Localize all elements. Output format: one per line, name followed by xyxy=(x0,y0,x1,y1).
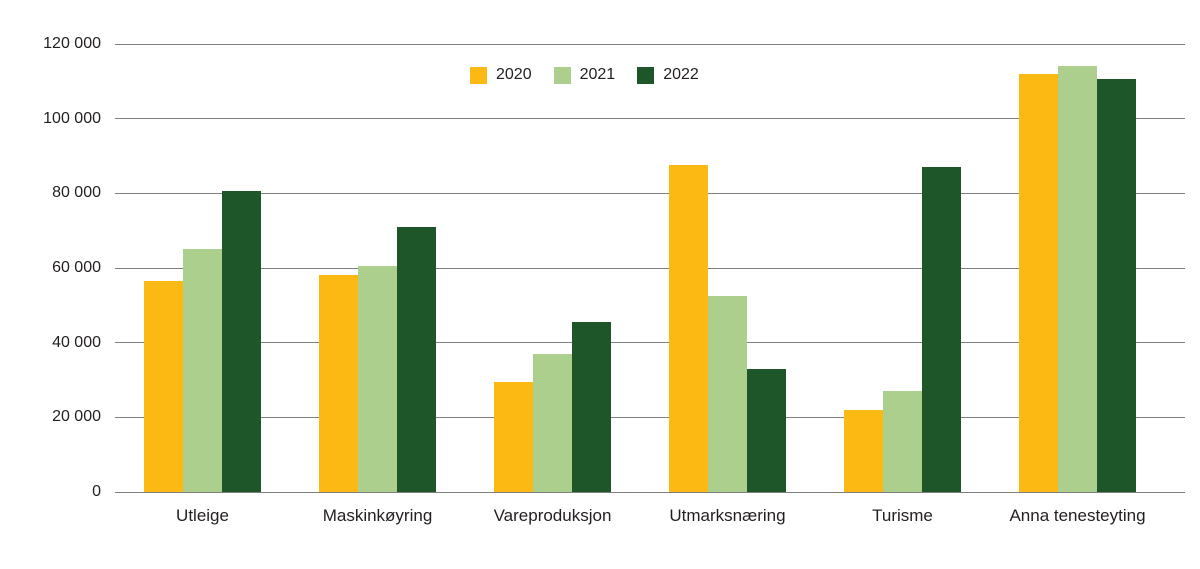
y-axis-tick-label-40000: 40 000 xyxy=(52,333,101,351)
x-axis-category-label-maskink-yring: Maskinkøyring xyxy=(322,506,433,525)
gridline-20000 xyxy=(115,416,1185,418)
y-axis-tick-label-0: 0 xyxy=(92,483,101,500)
bar-2020-turisme xyxy=(844,409,883,492)
x-axis-baseline xyxy=(115,491,1185,493)
bar-2021-turisme xyxy=(883,391,922,492)
legend-swatch-2021 xyxy=(553,66,571,84)
legend-label-2020: 2020 xyxy=(496,66,532,83)
bar-2020-utmarksn-ring xyxy=(669,165,708,492)
legend-swatch-2022 xyxy=(637,66,655,84)
bar-2022-utmarksn-ring xyxy=(747,368,786,492)
bar-2022-turisme xyxy=(922,167,961,492)
legend-item-2020: 2020 xyxy=(470,66,532,84)
gridline-60000 xyxy=(115,267,1185,269)
legend: 2020 2021 2022 xyxy=(470,66,699,84)
bar-2021-utleige xyxy=(183,249,222,492)
plot-area xyxy=(115,43,1185,493)
bar-2020-anna-tenesteyting xyxy=(1019,73,1058,492)
bar-2021-vareproduksjon xyxy=(533,353,572,492)
gridline-80000 xyxy=(115,192,1185,194)
bar-2021-anna-tenesteyting xyxy=(1058,66,1097,492)
legend-item-2022: 2022 xyxy=(637,66,699,84)
bar-2022-vareproduksjon xyxy=(572,322,611,492)
x-axis-category-label-anna-tenesteyting: Anna tenesteyting xyxy=(1009,506,1146,525)
bar-2022-maskink-yring xyxy=(397,226,436,492)
y-axis-tick-label-80000: 80 000 xyxy=(52,184,101,202)
y-axis-tick-label-120000: 120 000 xyxy=(43,35,101,52)
gridline-40000 xyxy=(115,342,1185,344)
x-axis-category-label-turisme: Turisme xyxy=(872,506,933,525)
y-axis: 0 20 000 40 000 60 000 80 000 100 000 120 000 xyxy=(0,35,115,500)
x-axis: Utleige Maskinkøyring Vareproduksjon Utmark… xyxy=(115,497,1185,537)
legend-item-2021: 2021 xyxy=(553,66,616,84)
y-axis-tick-label-100000: 100 000 xyxy=(43,109,101,127)
legend-label-2021: 2021 xyxy=(579,66,616,83)
y-axis-tick-label-20000: 20 000 xyxy=(52,408,101,426)
bar-2021-utmarksn-ring xyxy=(708,296,747,492)
bar-2020-utleige xyxy=(144,281,183,492)
x-axis-category-label-utmarksn-ring: Utmarksnæring xyxy=(669,506,786,525)
y-axis-tick-label-60000: 60 000 xyxy=(52,259,101,276)
legend-label-2022: 2022 xyxy=(663,66,699,83)
bar-2020-maskink-yring xyxy=(319,275,358,492)
gridline-120000 xyxy=(115,43,1185,45)
bar-2020-vareproduksjon xyxy=(494,381,533,492)
x-axis-category-label-utleige: Utleige xyxy=(176,506,229,525)
bar-2022-utleige xyxy=(222,191,261,492)
bar-2021-maskink-yring xyxy=(358,266,397,492)
bar-2022-anna-tenesteyting xyxy=(1097,79,1136,492)
legend-swatch-2020 xyxy=(470,66,487,84)
x-axis-category-label-vareproduksjon: Vareproduksjon xyxy=(493,506,612,525)
gridline-100000 xyxy=(115,118,1185,120)
